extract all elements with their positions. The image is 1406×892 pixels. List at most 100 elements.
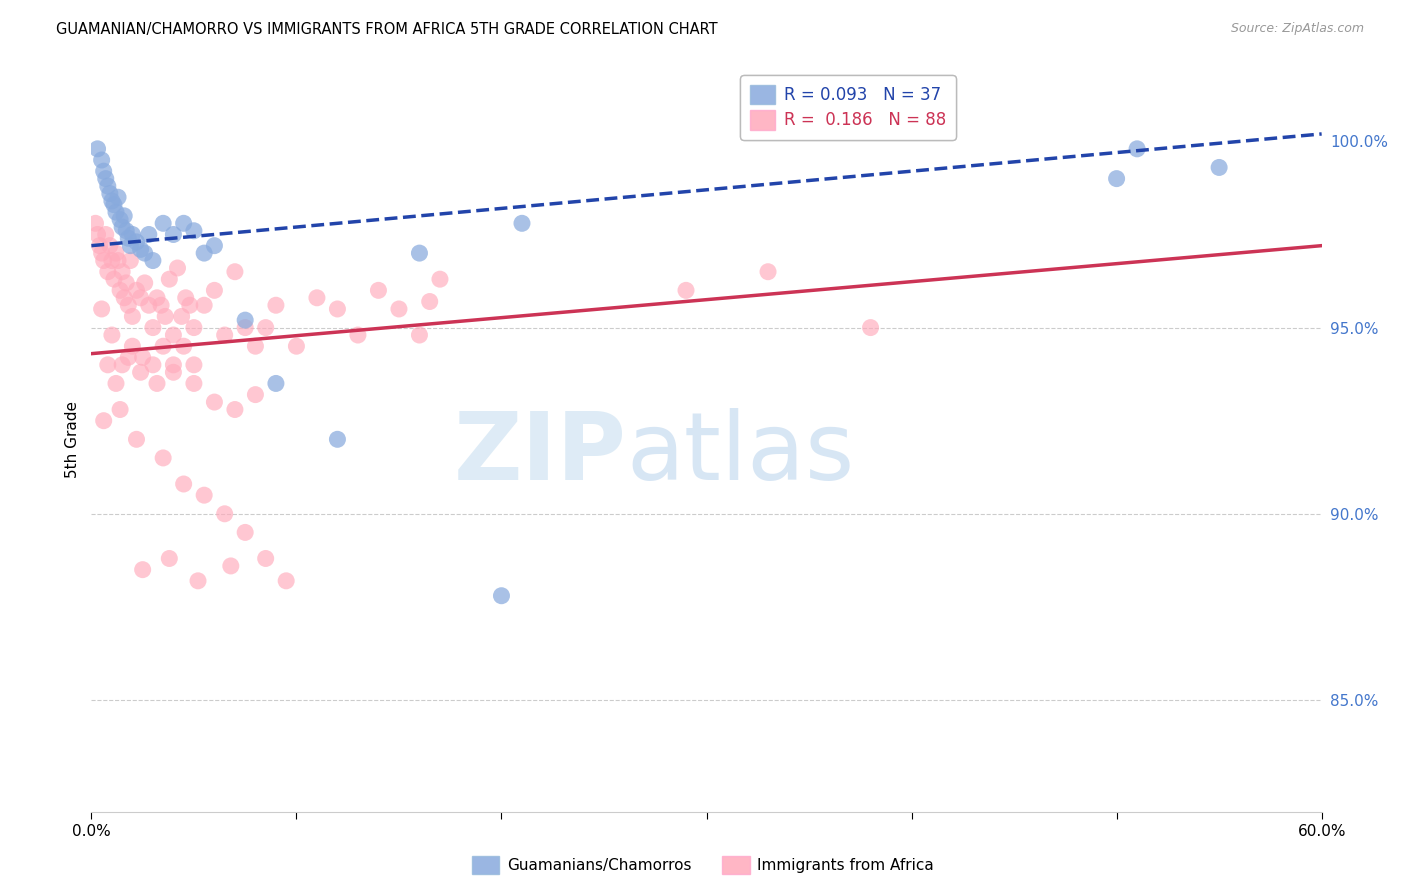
Point xyxy=(179,298,201,312)
Point xyxy=(152,339,174,353)
Point xyxy=(157,551,180,566)
Text: ZIP: ZIP xyxy=(454,409,627,500)
Point xyxy=(162,227,184,242)
Point xyxy=(276,574,298,588)
Text: atlas: atlas xyxy=(627,409,855,500)
Point xyxy=(152,216,174,230)
Point xyxy=(162,358,184,372)
Point xyxy=(183,224,205,238)
Point xyxy=(120,238,142,252)
Point xyxy=(173,339,195,353)
Point xyxy=(224,265,246,279)
Point xyxy=(408,328,430,343)
Legend: Guamanians/Chamorros, Immigrants from Africa: Guamanians/Chamorros, Immigrants from Af… xyxy=(465,850,941,880)
Point xyxy=(115,276,138,290)
Text: Source: ZipAtlas.com: Source: ZipAtlas.com xyxy=(1230,22,1364,36)
Point xyxy=(264,298,287,312)
Point xyxy=(131,351,153,365)
Point xyxy=(103,272,125,286)
Point xyxy=(125,235,148,249)
Point xyxy=(134,276,156,290)
Point xyxy=(224,402,246,417)
Point xyxy=(174,291,197,305)
Point xyxy=(97,358,120,372)
Point xyxy=(134,246,156,260)
Text: GUAMANIAN/CHAMORRO VS IMMIGRANTS FROM AFRICA 5TH GRADE CORRELATION CHART: GUAMANIAN/CHAMORRO VS IMMIGRANTS FROM AF… xyxy=(56,22,718,37)
Point xyxy=(202,238,225,252)
Point xyxy=(326,301,349,316)
Point xyxy=(756,265,779,279)
Point xyxy=(233,313,256,327)
Point xyxy=(408,246,430,260)
Point xyxy=(117,351,139,365)
Point xyxy=(90,301,112,316)
Point xyxy=(90,153,112,167)
Point xyxy=(193,488,215,502)
Point xyxy=(264,376,287,391)
Point xyxy=(107,190,129,204)
Point xyxy=(86,142,108,156)
Point xyxy=(173,477,195,491)
Point xyxy=(245,387,267,401)
Legend: R = 0.093   N = 37, R =  0.186   N = 88: R = 0.093 N = 37, R = 0.186 N = 88 xyxy=(740,75,956,139)
Point xyxy=(105,205,127,219)
Point xyxy=(193,246,215,260)
Point xyxy=(93,414,115,428)
Point xyxy=(89,238,111,252)
Point xyxy=(108,283,131,297)
Point xyxy=(150,298,173,312)
Point xyxy=(162,365,184,379)
Point xyxy=(120,253,142,268)
Point xyxy=(233,320,256,334)
Point xyxy=(219,558,242,573)
Point xyxy=(285,339,308,353)
Point xyxy=(98,238,121,252)
Point xyxy=(491,589,513,603)
Point xyxy=(326,432,349,446)
Point xyxy=(146,376,169,391)
Point xyxy=(202,283,225,297)
Point xyxy=(98,186,121,201)
Point xyxy=(84,216,107,230)
Point xyxy=(162,328,184,343)
Point xyxy=(125,432,148,446)
Point xyxy=(859,320,882,334)
Point xyxy=(193,298,215,312)
Point xyxy=(254,320,277,334)
Point xyxy=(112,291,135,305)
Point xyxy=(142,320,165,334)
Point xyxy=(125,283,148,297)
Point xyxy=(121,310,143,324)
Point xyxy=(93,164,115,178)
Point xyxy=(187,574,209,588)
Point xyxy=(429,272,451,286)
Point xyxy=(166,260,188,275)
Point xyxy=(388,301,411,316)
Point xyxy=(347,328,370,343)
Point xyxy=(111,220,134,235)
Point xyxy=(129,365,152,379)
Point xyxy=(157,272,180,286)
Point xyxy=(86,227,108,242)
Point xyxy=(170,310,193,324)
Point xyxy=(129,243,152,257)
Point xyxy=(117,298,139,312)
Point xyxy=(90,246,112,260)
Point xyxy=(131,563,153,577)
Point xyxy=(173,216,195,230)
Point xyxy=(142,358,165,372)
Point xyxy=(105,376,127,391)
Point xyxy=(101,253,124,268)
Point xyxy=(115,224,138,238)
Point xyxy=(1208,161,1230,175)
Point xyxy=(111,265,134,279)
Point xyxy=(138,227,160,242)
Point xyxy=(510,216,533,230)
Point xyxy=(111,358,134,372)
Point xyxy=(183,376,205,391)
Point xyxy=(1126,142,1149,156)
Point xyxy=(97,265,120,279)
Point xyxy=(97,179,120,194)
Point xyxy=(117,231,139,245)
Point xyxy=(1105,171,1128,186)
